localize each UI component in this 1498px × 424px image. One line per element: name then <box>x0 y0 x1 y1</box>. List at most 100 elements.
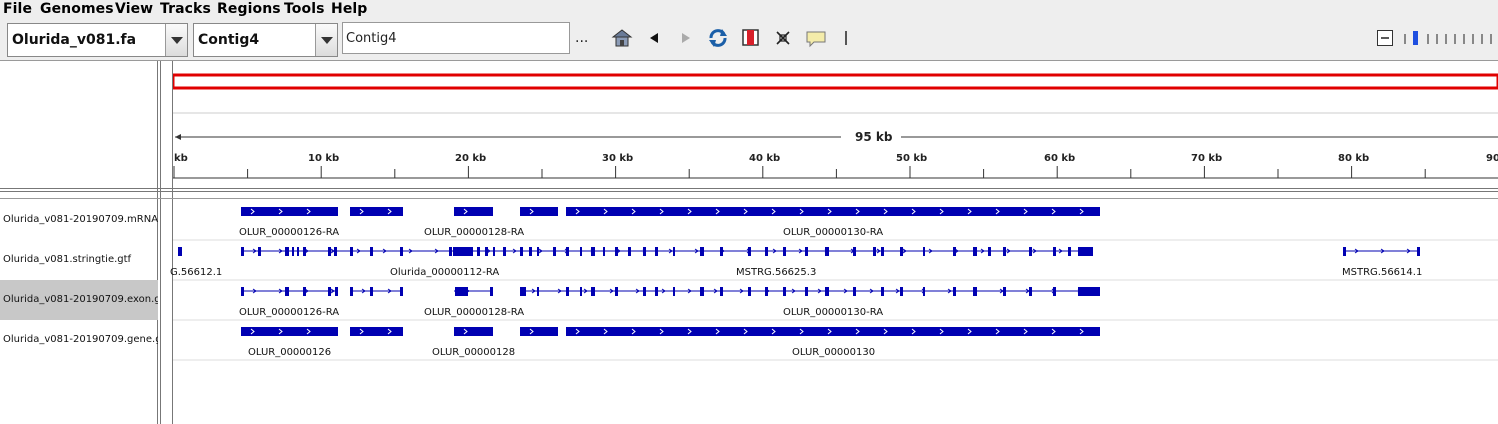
exon-block <box>765 287 768 296</box>
menu-tracks[interactable]: Tracks <box>160 1 211 17</box>
feature-label: Olurida_00000112-RA <box>390 267 500 278</box>
strand-arrow <box>1051 208 1056 215</box>
strand-arrow <box>739 288 744 294</box>
exon-block <box>1003 247 1006 256</box>
strand-arrow <box>659 328 664 335</box>
feature-block <box>520 207 558 216</box>
exon-block <box>537 287 539 296</box>
feature-layer[interactable] <box>178 207 1420 336</box>
menu-help[interactable]: Help <box>331 1 368 17</box>
strand-arrow <box>512 248 517 254</box>
chevron-down-icon[interactable] <box>165 24 187 56</box>
feature-label: OLUR_00000128 <box>432 347 516 358</box>
feature-block <box>566 207 1100 216</box>
genome-dropdown[interactable]: Olurida_v081.fa <box>7 23 188 57</box>
exon-block <box>643 287 646 296</box>
feature-block <box>241 207 338 216</box>
exon-block <box>805 287 808 296</box>
exon-block <box>350 247 353 256</box>
forward-icon[interactable] <box>680 32 692 44</box>
exon-block <box>1078 247 1093 256</box>
ruler-tick-label: 30 kb <box>602 153 634 164</box>
home-icon[interactable] <box>611 27 633 49</box>
more-button[interactable]: ... <box>575 30 589 46</box>
menu-tools[interactable]: Tools <box>284 1 325 17</box>
popup-info-icon[interactable] <box>805 30 827 48</box>
exon-block <box>673 247 675 256</box>
strand-arrow <box>694 248 699 254</box>
strand-arrow <box>1051 328 1056 335</box>
chromosome-dropdown[interactable]: Contig4 <box>193 23 338 57</box>
strand-arrow <box>715 328 720 335</box>
refresh-icon[interactable] <box>707 27 729 49</box>
track-name-exon[interactable]: Olurida_v081-20190709.exon.gff <box>0 280 158 320</box>
exon-block <box>805 247 808 256</box>
strand-arrow <box>1354 248 1359 254</box>
strand-arrow <box>1406 248 1411 254</box>
header-divider[interactable] <box>0 188 1498 189</box>
strand-arrow <box>661 288 666 294</box>
header-divider[interactable] <box>0 191 1498 192</box>
menu-genomes[interactable]: Genomes <box>40 1 114 17</box>
strand-arrow <box>382 248 387 254</box>
track-name-stringtie[interactable]: Olurida_v081.stringtie.gtf <box>3 254 132 265</box>
exon-block <box>615 287 618 296</box>
strand-arrow <box>278 328 283 335</box>
span-arrow-left <box>175 134 181 140</box>
attribute-panel-divider[interactable] <box>160 61 161 424</box>
strand-arrow <box>939 208 944 215</box>
exon-block <box>529 247 532 256</box>
exon-block <box>853 247 856 256</box>
strand-arrow <box>939 328 944 335</box>
zoom-out-icon[interactable] <box>1377 30 1393 46</box>
strand-arrow <box>902 248 907 254</box>
menu-regions[interactable]: Regions <box>217 1 281 17</box>
feature-block <box>350 207 403 216</box>
menu-view[interactable]: View <box>115 1 154 17</box>
strand-arrow <box>387 208 392 215</box>
strand-arrow <box>252 248 257 254</box>
line-icon[interactable] <box>843 30 849 46</box>
menu-file[interactable]: File <box>3 1 33 17</box>
ruler-tick-label: 60 kb <box>1044 153 1076 164</box>
region-of-interest-icon[interactable] <box>741 28 761 48</box>
data-panel-divider[interactable] <box>172 61 173 424</box>
exon-block <box>303 247 306 256</box>
track-name-mrna[interactable]: Olurida_v081-20190709.mRNA.gff <box>3 214 158 225</box>
feature-label: OLUR_00000130-RA <box>783 307 884 318</box>
feature-block <box>454 207 493 216</box>
strand-arrow <box>306 328 311 335</box>
chevron-down-icon[interactable] <box>315 24 337 56</box>
exon-block <box>285 247 289 256</box>
strand-arrow <box>995 208 1000 215</box>
exon-block <box>350 287 353 296</box>
exon-block <box>335 287 338 296</box>
exon-block <box>873 247 876 256</box>
resize-icon[interactable] <box>775 30 791 46</box>
strand-arrow <box>928 248 933 254</box>
strand-arrow <box>687 288 692 294</box>
exon-block <box>334 247 337 256</box>
strand-arrow <box>1032 248 1037 254</box>
strand-arrow <box>659 208 664 215</box>
chromosome-ideogram[interactable] <box>173 73 1498 90</box>
exon-block <box>923 247 925 256</box>
strand-arrow <box>743 328 748 335</box>
strand-arrow <box>771 328 776 335</box>
exon-block <box>881 247 884 256</box>
genome-value: Olurida_v081.fa <box>12 32 137 48</box>
strand-arrow <box>869 288 874 294</box>
exon-block <box>591 287 595 296</box>
exon-block <box>1003 287 1006 296</box>
name-panel-divider[interactable] <box>157 61 158 424</box>
data-panel[interactable] <box>173 61 1498 424</box>
track-panel-top <box>0 198 1498 199</box>
exon-block <box>1029 247 1032 256</box>
locus-input[interactable]: Contig4 <box>342 22 570 54</box>
track-name-gene[interactable]: Olurida_v081-20190709.gene.gff <box>3 334 158 345</box>
strand-arrow <box>306 208 311 215</box>
zoom-slider[interactable] <box>1403 30 1495 46</box>
strand-arrow <box>250 208 255 215</box>
strand-arrow <box>687 328 692 335</box>
back-icon[interactable] <box>648 32 660 44</box>
